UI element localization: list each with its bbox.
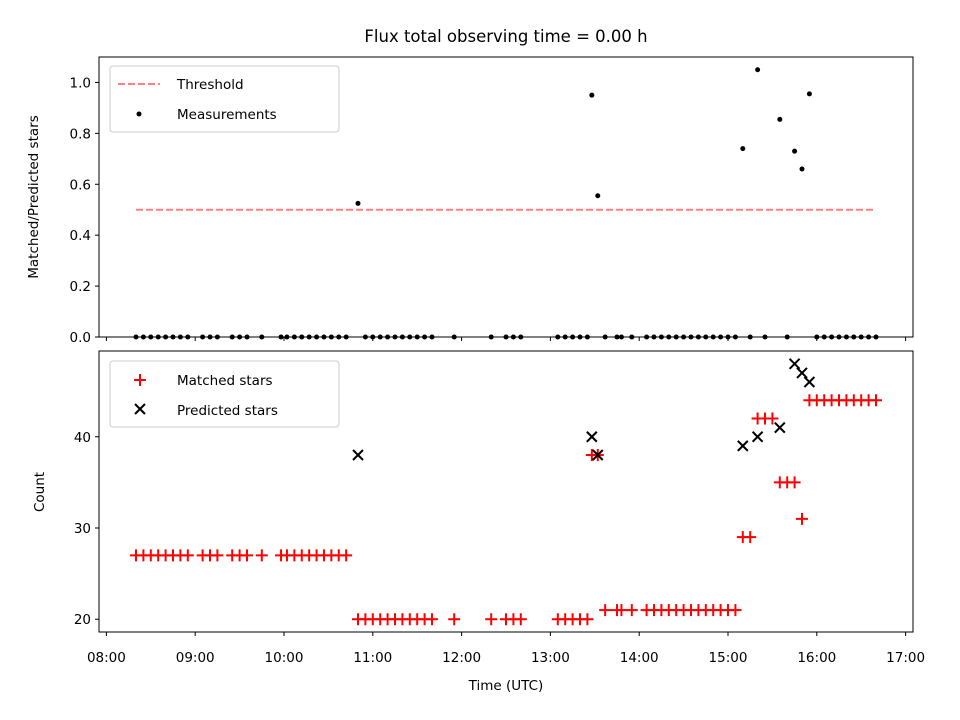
measurement-point bbox=[355, 200, 361, 206]
x-tick-label: 10:00 bbox=[265, 650, 304, 666]
x-tick-label: 12:00 bbox=[442, 650, 481, 666]
predicted-star-point bbox=[796, 367, 808, 379]
x-tick-label: 08:00 bbox=[87, 650, 126, 666]
top-panel: 0.0 0.2 0.4 0.6 0.8 1.0 Matched/Predicted sta… bbox=[26, 56, 914, 346]
bottom-legend: Matched stars Predicted stars bbox=[109, 360, 340, 428]
predicted-star-point bbox=[803, 376, 816, 388]
matched-star-point bbox=[181, 549, 194, 562]
x-tick-label: 15:00 bbox=[709, 650, 748, 666]
predicted-star-point bbox=[774, 421, 786, 434]
legend-predicted-label: Predicted stars bbox=[177, 403, 278, 419]
matched-star-point bbox=[448, 613, 461, 626]
top-y-tick-label: 0.8 bbox=[70, 126, 91, 142]
top-y-ticks: 0.0 0.2 0.4 0.6 0.8 1.0 bbox=[70, 75, 99, 346]
matched-star-point bbox=[744, 531, 757, 544]
matched-star-point bbox=[241, 549, 253, 562]
bottom-y-tick-label: 20 bbox=[74, 612, 91, 628]
x-tick-label: 16:00 bbox=[797, 650, 836, 666]
matched-star-point bbox=[485, 613, 498, 626]
matched-star-point bbox=[581, 613, 594, 626]
matched-star-point bbox=[625, 604, 638, 617]
chart-title: Flux total observing time = 0.00 h bbox=[364, 27, 647, 46]
legend-measurements-label: Measurements bbox=[177, 107, 277, 123]
matched-star-point bbox=[211, 549, 224, 562]
top-axes-frame bbox=[98, 56, 914, 338]
measurement-point bbox=[740, 146, 746, 152]
predicted-star-point bbox=[737, 440, 749, 452]
predicted-star-point bbox=[586, 431, 598, 443]
matched-star-point bbox=[796, 512, 808, 525]
measurement-point bbox=[806, 91, 812, 97]
matched-star-point bbox=[788, 476, 801, 489]
matched-star-point bbox=[340, 549, 353, 562]
bottom-marks bbox=[130, 358, 882, 626]
bottom-y-ticks: 20 30 40 bbox=[74, 430, 99, 628]
x-tick-label: 11:00 bbox=[353, 650, 392, 666]
legend-threshold-label: Threshold bbox=[176, 77, 244, 93]
matched-star-point bbox=[729, 604, 742, 617]
matched-star-point bbox=[255, 549, 268, 562]
x-tick-label: 13:00 bbox=[531, 650, 570, 666]
predicted-star-point bbox=[352, 449, 364, 461]
top-x-ticks bbox=[105, 337, 907, 341]
bottom-axes-frame bbox=[98, 350, 914, 633]
x-tick-label: 09:00 bbox=[176, 650, 215, 666]
top-y-tick-label: 0.0 bbox=[70, 330, 91, 346]
bottom-legend-frame bbox=[109, 360, 340, 428]
legend-predicted-swatch bbox=[134, 403, 146, 415]
top-y-tick-label: 1.0 bbox=[70, 75, 91, 91]
bottom-x-ticks: 08:00 09:00 10:00 11:00 12:00 13:00 14:00 15:00… bbox=[87, 632, 925, 666]
predicted-star-point bbox=[592, 449, 604, 461]
top-y-tick-label: 0.6 bbox=[70, 177, 91, 193]
matched-star-point bbox=[514, 613, 527, 626]
predicted-star-point bbox=[751, 431, 764, 443]
x-tick-label: 14:00 bbox=[620, 650, 659, 666]
predicted-star-point bbox=[788, 358, 801, 370]
bottom-y-tick-label: 30 bbox=[74, 521, 91, 537]
x-tick-label: 17:00 bbox=[886, 650, 925, 666]
measurement-point bbox=[777, 116, 783, 122]
measurement-point bbox=[589, 92, 595, 98]
measurement-point bbox=[792, 148, 798, 154]
measurement-point bbox=[799, 166, 805, 172]
matched-star-point bbox=[870, 394, 882, 407]
top-y-axis-label: Matched/Predicted stars bbox=[26, 115, 42, 278]
top-y-tick-label: 0.2 bbox=[70, 279, 91, 295]
matched-star-point bbox=[426, 613, 438, 626]
top-y-tick-label: 0.4 bbox=[70, 228, 91, 244]
bottom-panel: 20 30 40 08:00 09:00 10:00 11:00 12:00 13:00 14:… bbox=[32, 350, 925, 694]
bottom-y-tick-label: 40 bbox=[74, 430, 91, 446]
matched-star-point bbox=[599, 604, 612, 617]
legend-matched-label: Matched stars bbox=[177, 373, 273, 389]
top-legend: Threshold Measurements bbox=[109, 65, 340, 133]
top-legend-frame bbox=[109, 65, 340, 133]
legend-measurements-swatch bbox=[136, 111, 142, 117]
bottom-y-axis-label: Count bbox=[32, 472, 48, 512]
matched-star-point bbox=[615, 604, 628, 617]
legend-matched-swatch bbox=[134, 374, 146, 386]
measurement-point bbox=[595, 193, 601, 199]
x-axis-label: Time (UTC) bbox=[468, 678, 544, 694]
matched-star-point bbox=[766, 412, 779, 425]
measurement-point bbox=[755, 67, 761, 73]
